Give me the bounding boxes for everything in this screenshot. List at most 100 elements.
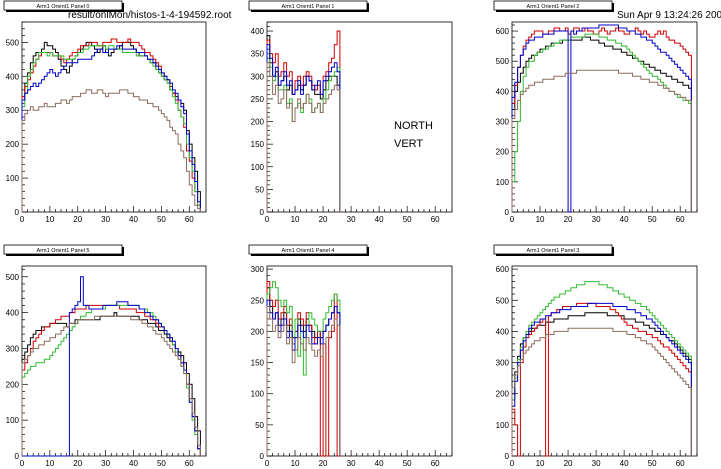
x-tick-label: 40 [129,459,138,468]
histogram-series-black [511,36,692,212]
histogram-panel-1: Arm1 Orient1 Panel 1 0 10 20 30 40 50 60 0 50 100 1… [248,0,453,224]
panel-title: Arm1 Orient1 Panel 4 [282,248,335,254]
timestamp-label: Sun Apr 9 13:24:26 2006 [617,10,721,21]
panel-title-box [493,244,613,255]
x-tick-label: 40 [620,215,629,224]
x-tick-label: 0 [20,459,25,468]
x-tick-label: 60 [431,459,440,468]
x-tick-label: 40 [375,459,384,468]
y-tick-label: 400 [251,27,265,36]
x-tick-label: 40 [129,215,138,224]
x-tick-label: 20 [73,215,82,224]
y-tick-label: 100 [251,390,265,399]
panel-title-box [248,0,368,11]
x-tick-label: 50 [403,459,412,468]
histogram-series-green [511,281,692,456]
histogram-series-red [21,304,201,456]
histogram-panel-2: Arm1 Orient1 Panel 20 10 20 30 40 50 600100200… [493,0,698,224]
x-tick-label: 30 [592,459,601,468]
x-tick-label: 60 [185,215,194,224]
histogram-series-blue [266,44,341,212]
y-tick-label: 400 [496,87,510,96]
panel-title-box [248,244,368,255]
histogram-series-brown [511,327,692,456]
panel-title: Arm1 Orient1 Panel 3 [527,248,580,254]
x-tick-label: 40 [375,215,384,224]
y-tick-label: 100 [496,178,510,187]
north-label: NORTH [394,120,433,132]
x-tick-label: 0 [20,215,25,224]
y-tick-label: 300 [6,106,20,115]
x-tick-label: 0 [510,459,515,468]
x-tick-label: 10 [291,459,300,468]
y-tick-label: 300 [251,265,265,274]
x-tick-label: 30 [101,215,110,224]
y-tick-label: 350 [251,50,265,59]
y-tick-label: 0 [15,208,20,217]
y-tick-label: 500 [6,38,20,47]
panel-title-box [3,244,123,255]
panel-title-box [493,0,613,11]
x-tick-label: 20 [319,215,328,224]
vert-label: VERT [394,138,424,150]
y-tick-label: 400 [6,72,20,81]
y-tick-label: 300 [496,118,510,127]
panel-title-box [3,0,123,11]
x-tick-label: 30 [347,215,356,224]
x-tick-label: 60 [431,215,440,224]
y-tick-label: 0 [260,208,265,217]
y-tick-label: 300 [251,72,265,81]
histogram-series-blue [511,24,692,213]
panel-frame [511,265,698,457]
y-tick-label: 400 [496,327,510,336]
histogram-panel-4: Arm1 Orient1 Panel 4 0 10 20 30 40 50 60 0 50 100 1… [248,244,453,468]
x-tick-label: 50 [403,215,412,224]
x-tick-label: 10 [45,459,54,468]
histogram-series-red [511,27,692,212]
y-tick-label: 600 [496,265,510,274]
y-tick-label: 100 [251,163,265,172]
y-tick-label: 0 [260,452,265,461]
x-tick-label: 50 [157,459,166,468]
panel-frame [21,265,207,457]
histogram-series-brown [266,306,341,456]
y-tick-label: 500 [6,273,20,282]
x-tick-label: 0 [265,215,270,224]
x-tick-label: 0 [265,459,270,468]
x-tick-label: 30 [592,215,601,224]
histogram-series-brown [511,69,692,212]
histogram-series-brown [21,89,201,212]
x-tick-label: 20 [564,215,573,224]
histogram-series-green [511,33,692,212]
x-tick-label: 60 [676,215,685,224]
histogram-series-blue [21,45,201,212]
x-tick-label: 0 [510,215,515,224]
histogram-series-blue [22,276,201,457]
y-tick-label: 500 [496,57,510,66]
y-tick-label: 200 [251,118,265,127]
y-tick-label: 50 [255,421,264,430]
y-tick-label: 150 [251,140,265,149]
histogram-series-green [21,304,201,456]
y-tick-label: 250 [251,95,265,104]
x-tick-label: 10 [291,215,300,224]
y-tick-label: 200 [6,380,20,389]
file-path-label: result/onlMon/histos-1-4-194592.root [68,10,232,21]
y-tick-label: 0 [505,452,510,461]
x-tick-label: 30 [347,459,356,468]
y-tick-label: 300 [6,344,20,353]
y-tick-label: 100 [496,421,510,430]
x-tick-label: 60 [185,459,194,468]
x-tick-label: 10 [45,215,54,224]
x-tick-label: 50 [648,215,657,224]
x-tick-label: 50 [648,459,657,468]
y-tick-label: 500 [496,296,510,305]
y-tick-label: 0 [505,208,510,217]
y-tick-label: 50 [255,185,264,194]
y-tick-label: 150 [251,359,265,368]
panel-title: Arm1 Orient1 Panel 2 [527,4,580,10]
histogram-series-brown [266,62,341,212]
y-tick-label: 0 [15,452,20,461]
histogram-panel-5: Arm1 Orient1 Panel 30 10 20 30 40 50 600100200… [493,244,698,468]
